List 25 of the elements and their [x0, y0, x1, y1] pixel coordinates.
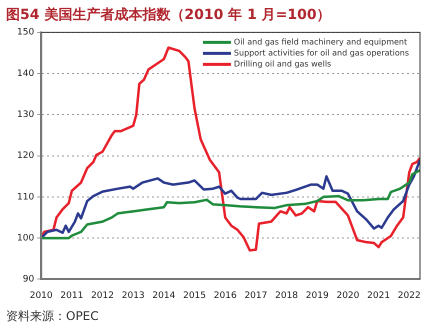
y-tick-label: 100 [16, 233, 34, 244]
x-tick-label: 2011 [60, 290, 84, 301]
legend-label: Oil and gas field machinery and equipment [234, 37, 408, 46]
x-tick-label: 2022 [398, 290, 421, 301]
y-tick-label: 110 [16, 192, 34, 202]
x-tick-label: 2020 [336, 290, 360, 301]
x-tick-label: 2021 [367, 290, 390, 301]
chart-title: 图54 美国生产者成本指数（2010 年 1 月=100） [5, 6, 332, 24]
x-tick-label: 2017 [244, 290, 268, 301]
x-tick-label: 2014 [152, 290, 176, 301]
x-tick-label: 2016 [214, 290, 237, 301]
legend-label: Drilling oil and gas wells [234, 59, 332, 68]
y-tick-label: 120 [16, 151, 34, 162]
x-tick-label: 2015 [183, 290, 206, 301]
y-tick-label: 130 [16, 110, 34, 120]
x-tick-label: 2019 [306, 290, 329, 301]
x-tick-label: 2018 [275, 290, 298, 301]
y-tick-label: 140 [16, 68, 34, 79]
x-tick-label: 2013 [122, 290, 145, 301]
x-tick-label: 2010 [30, 290, 53, 301]
text: 资料来源：OPEC [5, 308, 100, 325]
y-tick-label: 90 [22, 274, 34, 285]
legend-label: Support activities for oil and gas operations [234, 48, 410, 58]
x-tick-label: 2012 [91, 290, 114, 301]
y-tick-label: 150 [16, 28, 34, 38]
